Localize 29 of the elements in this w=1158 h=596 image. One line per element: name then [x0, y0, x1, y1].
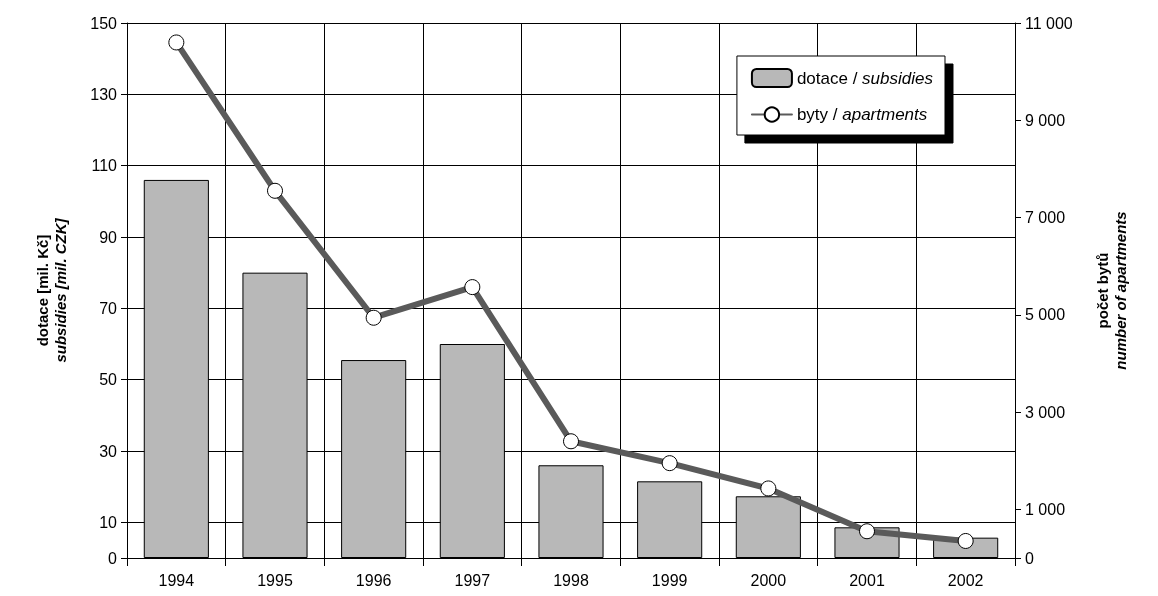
x-tick-label: 2001: [849, 571, 885, 589]
y-tick-label: 90: [99, 228, 118, 246]
legend-label: dotace / subsidies: [796, 68, 934, 88]
x-tick-label: 1998: [553, 571, 589, 589]
x-tick-label: 1996: [355, 571, 392, 589]
y-tick-label: 70: [99, 299, 118, 317]
x-tick-label: 2000: [750, 571, 787, 589]
y-tick-label: 10: [99, 513, 118, 531]
y-tick-label: 110: [91, 157, 118, 175]
y2-tick-label: 3 000: [1025, 403, 1066, 421]
y2-tick-label: 9 000: [1025, 111, 1066, 129]
y-tick-label: 0: [108, 549, 118, 567]
y2-tick-label: 11 000: [1025, 14, 1073, 32]
y2-tick-label: 0: [1025, 549, 1034, 567]
x-tick-label: 1999: [651, 571, 688, 589]
y2-tick-label: 1 000: [1025, 500, 1066, 518]
y-tick-label: 30: [99, 442, 118, 460]
y2-axis-title: počet bytů number of apartments: [1093, 211, 1129, 370]
legend-label: byty / apartments: [796, 105, 928, 124]
x-tick-label: 1994: [158, 571, 195, 589]
y-tick-label: 130: [90, 85, 118, 103]
y2-tick-label: 7 000: [1025, 209, 1066, 227]
x-tick-label: 2002: [947, 571, 984, 589]
y2-tick-label: 5 000: [1025, 306, 1066, 324]
y-tick-label: 150: [90, 14, 118, 32]
x-tick-label: 1997: [454, 571, 491, 589]
x-tick-label: 1995: [257, 571, 293, 589]
y-axis-title: dotace [mil. Kč] subsidies [mil. CZK]: [33, 217, 69, 363]
y-tick-label: 50: [99, 371, 118, 389]
